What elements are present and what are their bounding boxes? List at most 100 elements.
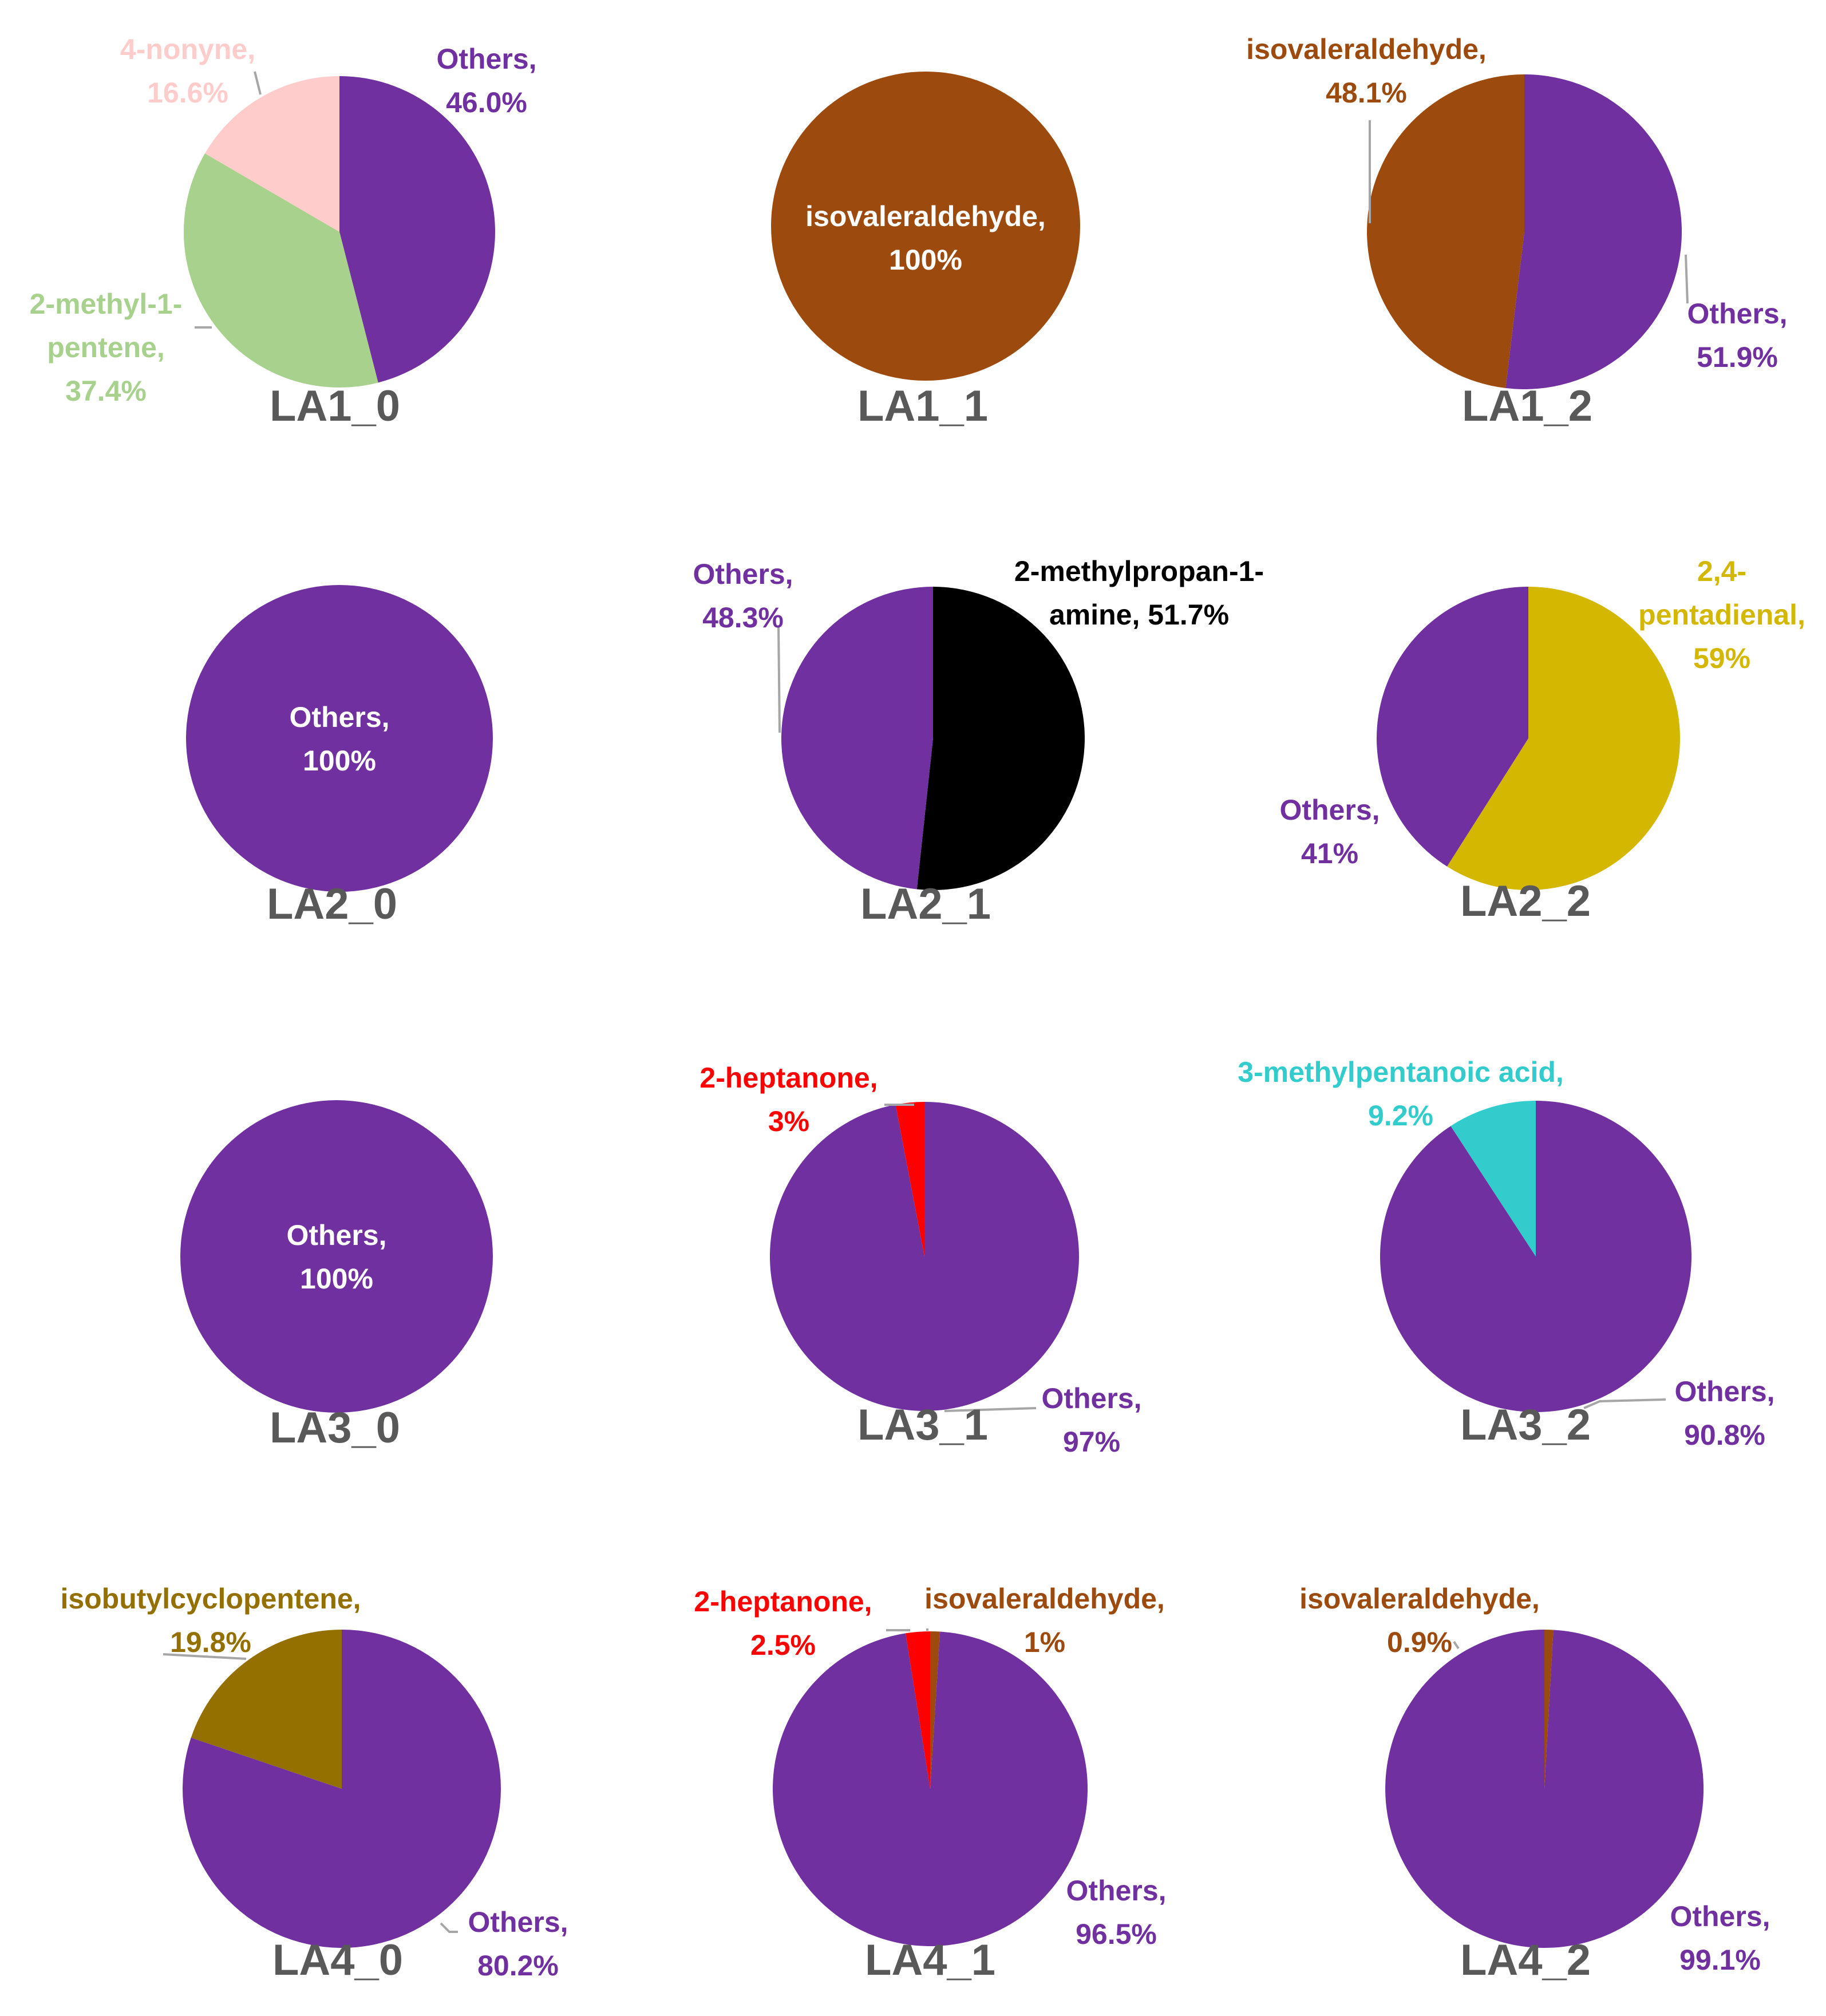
slice-label: 2-heptanone, 2.5% <box>694 1586 872 1661</box>
chart-title: LA3_2 <box>1460 1401 1591 1449</box>
slice-label-line: Others, <box>436 43 536 75</box>
chart-title: LA2_2 <box>1460 877 1591 926</box>
slice-label-line: isobutylcyclopentene, <box>60 1583 361 1615</box>
chart-title: LA3_0 <box>270 1404 400 1452</box>
slice-label-line: Others, <box>1279 794 1380 826</box>
slice-label-line: 0.9% <box>1387 1626 1452 1658</box>
chart-title: LA4_0 <box>272 1936 403 1985</box>
pie-chart-la2-2: 2,4- pentadienal, 59% Others, 41% LA2_2 <box>1279 555 1805 926</box>
chart-title: LA2_0 <box>267 880 397 928</box>
slice-label-line: 2,4- <box>1697 555 1746 587</box>
pie-chart-la3-2: Others, 90.8% 3-methylpentanoic acid, 9.2% L… <box>1238 1056 1774 1451</box>
slice-label: 3-methylpentanoic acid, 9.2% <box>1238 1056 1564 1132</box>
leader-line <box>1685 254 1689 304</box>
leader-line <box>440 1922 458 1933</box>
pie-slice-others <box>769 1102 1079 1411</box>
leader-line <box>944 1407 1037 1412</box>
pie-slice-3-methylpentanoic-acid <box>1450 1101 1536 1256</box>
slice-label: isovaleraldehyde, 1% <box>924 1583 1165 1658</box>
chart-title: LA4_1 <box>865 1936 995 1985</box>
pie-slice-4-nonyne <box>205 76 339 232</box>
pie-chart-la2-1: 2-methylpropan-1- amine, 51.7% Others, 48.3… <box>693 555 1264 928</box>
pie-chart-la1-0: Others, 46.0% 2-methyl-1- pentene, 37.4% 4-no… <box>30 33 537 430</box>
slice-label: 2,4- pentadienal, 59% <box>1638 555 1805 674</box>
slice-label-line: 90.8% <box>1684 1419 1765 1451</box>
chart-title: LA1_0 <box>270 382 400 430</box>
slice-label-line: 99.1% <box>1679 1944 1761 1976</box>
chart-title: LA2_1 <box>860 880 991 928</box>
slice-label-line: 100% <box>303 745 376 777</box>
slice-label-line: 46.0% <box>446 86 527 118</box>
slice-label-line: Others, <box>1687 298 1787 330</box>
pie-slice-2-methylpropan-1-amine <box>916 587 1085 891</box>
pie-chart-la2-0: Others, 100% LA2_0 <box>186 585 493 928</box>
slice-label-line: 100% <box>889 244 962 276</box>
pie-slice-isovaleraldehyde <box>771 72 1080 381</box>
slice-label: Others, 97% <box>1041 1382 1141 1458</box>
pie-slice-isobutylcyclopentene <box>191 1630 342 1789</box>
slice-label: Others, 90.8% <box>1674 1375 1774 1451</box>
slice-label-line: isovaleraldehyde, <box>924 1583 1165 1615</box>
slice-label: 2-methylpropan-1- amine, 51.7% <box>1014 555 1264 631</box>
slice-label: Others, 100% <box>286 1219 386 1295</box>
slice-label-line: Others, <box>1041 1382 1141 1414</box>
leader-line <box>1583 1398 1666 1409</box>
chart-title: LA1_2 <box>1462 382 1592 430</box>
chart-title: LA4_2 <box>1460 1936 1591 1985</box>
leader-line <box>1453 1641 1460 1650</box>
pie-slice-others <box>186 585 493 892</box>
slice-label: Others, 46.0% <box>436 43 536 118</box>
slice-label: Others, 96.5% <box>1066 1875 1166 1950</box>
slice-label: 2-heptanone, 3% <box>699 1062 878 1137</box>
pie-slice-2-methyl-1-pentene <box>183 153 378 388</box>
pie-slice-others <box>1376 587 1528 867</box>
slice-label-line: pentene, <box>47 331 165 363</box>
pie-slice-others <box>183 1630 501 1948</box>
leader-line <box>254 71 262 95</box>
slice-label: isovaleraldehyde, 0.9% <box>1299 1583 1540 1658</box>
pie-slice-2-4-pentadienal <box>1447 587 1680 890</box>
pie-chart-la1-2: Others, 51.9% isovaleraldehyde, 48.1% LA1_2 <box>1246 33 1787 430</box>
pie-slice-isovaleraldehyde <box>1544 1630 1554 1789</box>
slice-label: 2-methyl-1- pentene, 37.4% <box>30 288 183 407</box>
pie-slice-others <box>773 1631 1088 1946</box>
slice-label-line: 2-methyl-1- <box>30 288 183 320</box>
slice-label: Others, 80.2% <box>468 1906 568 1982</box>
slice-label-line: 2.5% <box>750 1629 816 1661</box>
pie-slice-others <box>1380 1101 1691 1412</box>
slice-label-line: 51.9% <box>1697 341 1778 373</box>
leader-line <box>777 626 781 733</box>
pie-chart-la4-1: isovaleraldehyde, 1% Others, 96.5% 2-heptano… <box>694 1583 1166 1985</box>
slice-label-line: 80.2% <box>477 1950 559 1982</box>
slice-label-line: 59% <box>1693 642 1750 674</box>
slice-label-line: isovaleraldehyde, <box>1246 33 1487 65</box>
pie-slice-others <box>180 1100 493 1413</box>
slice-label: Others, 48.3% <box>693 558 793 634</box>
pie-slice-isovaleraldehyde <box>1367 74 1524 389</box>
leader-line <box>163 1653 247 1660</box>
slice-label-line: 37.4% <box>65 375 147 407</box>
slice-label-line: isovaleraldehyde, <box>1299 1583 1540 1615</box>
slice-label-line: Others, <box>286 1219 386 1251</box>
slice-label-line: Others, <box>289 701 389 733</box>
slice-label: Others, 100% <box>289 701 389 777</box>
slice-label: isovaleraldehyde, 100% <box>805 200 1046 276</box>
slice-label-line: 19.8% <box>170 1626 251 1658</box>
slice-label-line: 100% <box>300 1263 373 1295</box>
pie-slice-2-heptanone <box>895 1102 924 1256</box>
slice-label-line: Others, <box>1066 1875 1166 1907</box>
slice-label: Others, 99.1% <box>1670 1900 1770 1976</box>
slice-label-line: Others, <box>1674 1375 1774 1408</box>
slice-label: Others, 41% <box>1279 794 1380 869</box>
chart-title: LA3_1 <box>857 1401 988 1449</box>
pie-slice-2-heptanone <box>905 1631 930 1789</box>
pie-slice-others <box>1385 1630 1704 1948</box>
slice-label-line: 9.2% <box>1368 1100 1433 1132</box>
slice-label-line: 1% <box>1024 1626 1065 1658</box>
slice-label-line: 97% <box>1063 1426 1120 1458</box>
slice-label: isobutylcyclopentene, 19.8% <box>60 1583 361 1658</box>
slice-label-line: pentadienal, <box>1638 599 1805 631</box>
pie-chart-la4-0: Others, 80.2% isobutylcyclopentene, 19.8% LA… <box>60 1583 568 1985</box>
slice-label-line: 96.5% <box>1076 1918 1157 1950</box>
